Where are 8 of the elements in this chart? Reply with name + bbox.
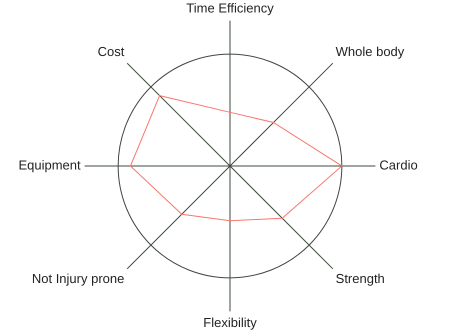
spoke-label: Whole body xyxy=(336,44,405,60)
spoke-label: Time Efficiency xyxy=(186,0,274,16)
spoke-label: Cardio xyxy=(379,158,418,173)
spoke-label: Flexibility xyxy=(203,314,258,330)
spoke-label: Strength xyxy=(336,271,385,286)
spoke-label: Equipment xyxy=(18,158,81,173)
spoke-label: Cost xyxy=(98,44,125,60)
spoke-label: Not Injury prone xyxy=(32,271,124,286)
